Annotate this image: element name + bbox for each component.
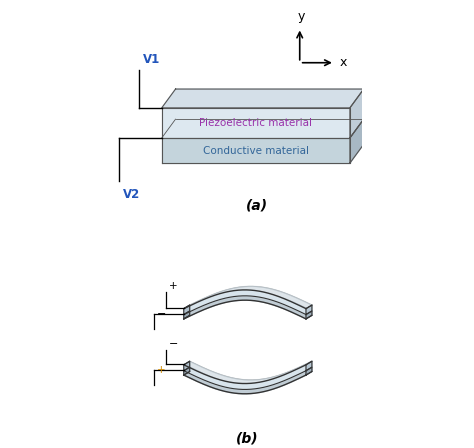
Text: +: + bbox=[169, 281, 178, 291]
Text: x: x bbox=[340, 56, 347, 69]
Polygon shape bbox=[190, 367, 312, 390]
Polygon shape bbox=[184, 296, 306, 319]
Polygon shape bbox=[190, 292, 312, 315]
Polygon shape bbox=[184, 365, 306, 389]
Text: V2: V2 bbox=[123, 188, 140, 201]
Text: (a): (a) bbox=[246, 199, 268, 213]
Polygon shape bbox=[184, 290, 306, 314]
Text: Piezoelectric material: Piezoelectric material bbox=[199, 118, 312, 128]
Polygon shape bbox=[190, 286, 312, 311]
Polygon shape bbox=[184, 367, 190, 375]
Polygon shape bbox=[184, 305, 190, 314]
Polygon shape bbox=[350, 119, 364, 163]
Polygon shape bbox=[306, 305, 312, 314]
Polygon shape bbox=[162, 108, 350, 138]
Polygon shape bbox=[184, 371, 306, 394]
Text: y: y bbox=[297, 9, 305, 22]
Text: V1: V1 bbox=[143, 53, 160, 66]
Text: +: + bbox=[156, 365, 165, 375]
Text: (b): (b) bbox=[236, 431, 258, 445]
Polygon shape bbox=[162, 89, 364, 108]
Polygon shape bbox=[306, 361, 312, 371]
Polygon shape bbox=[184, 311, 190, 319]
Text: −: − bbox=[169, 339, 178, 349]
Polygon shape bbox=[190, 361, 312, 386]
Polygon shape bbox=[184, 361, 190, 371]
Text: Conductive material: Conductive material bbox=[203, 146, 309, 155]
Text: −: − bbox=[156, 309, 166, 319]
Polygon shape bbox=[162, 138, 350, 163]
Polygon shape bbox=[350, 89, 364, 138]
Polygon shape bbox=[306, 367, 312, 375]
Polygon shape bbox=[306, 311, 312, 319]
